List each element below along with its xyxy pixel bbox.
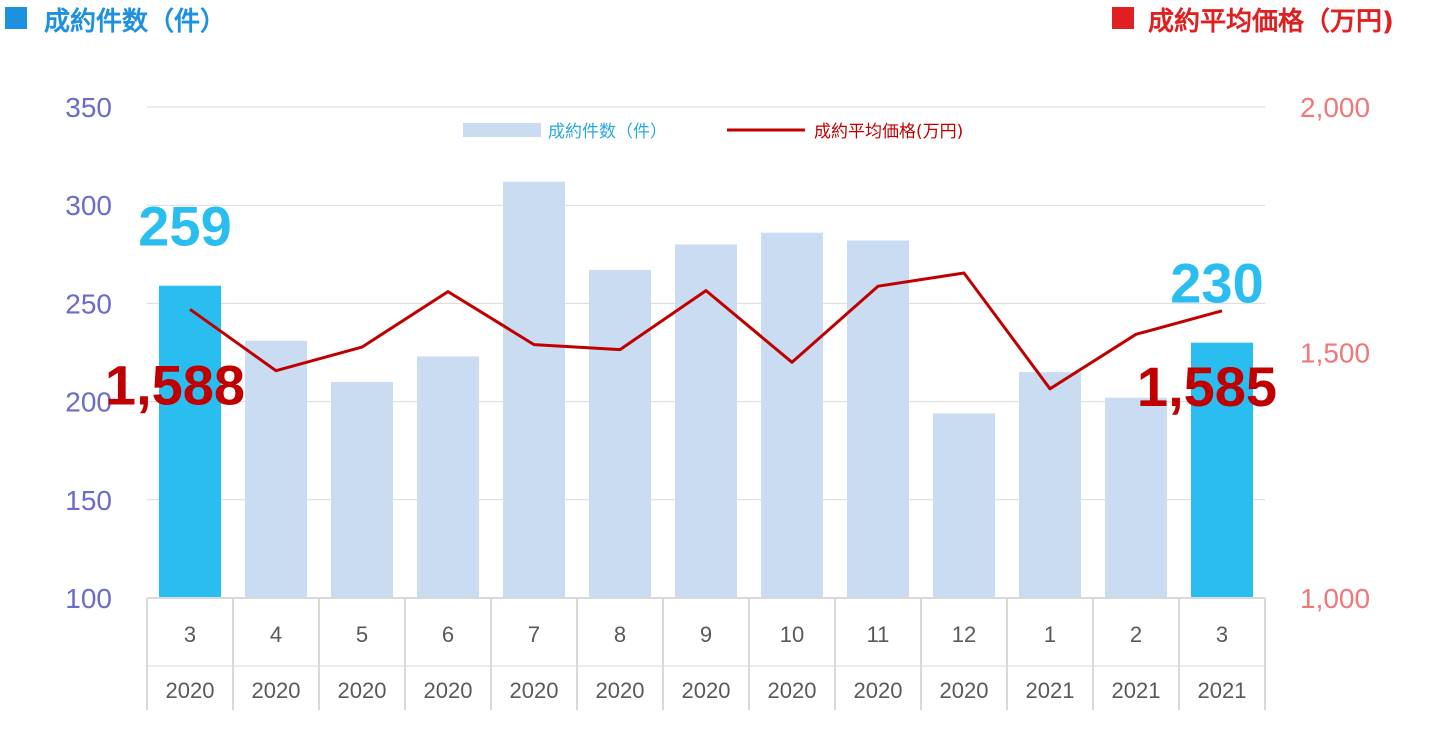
bar <box>589 270 651 598</box>
left-tick-label: 100 <box>65 583 112 614</box>
bar <box>675 244 737 599</box>
bar-series <box>159 181 1253 599</box>
right-tick-label: 1,500 <box>1300 338 1370 369</box>
count-data-label: 259 <box>138 195 231 258</box>
value-axes: 100 150 200 250 300 350 1,000 1,500 2,000 <box>65 92 1370 614</box>
bar <box>159 285 221 598</box>
year-tick-label: 2020 <box>596 678 645 703</box>
month-tick-label: 6 <box>442 622 454 647</box>
month-tick-label: 11 <box>867 622 890 647</box>
count-data-label: 230 <box>1170 252 1263 315</box>
right-title-marker-icon <box>1112 7 1134 29</box>
month-tick-label: 8 <box>614 622 626 647</box>
year-tick-label: 2020 <box>854 678 903 703</box>
right-tick-label: 1,000 <box>1300 583 1370 614</box>
year-tick-label: 2021 <box>1112 678 1161 703</box>
bar <box>1019 372 1081 598</box>
month-tick-label: 1 <box>1044 622 1056 647</box>
left-title-marker-icon <box>5 7 27 29</box>
year-tick-label: 2020 <box>510 678 559 703</box>
line-series <box>189 271 1223 391</box>
price-data-label: 1,585 <box>1137 355 1277 418</box>
legend-bar-swatch <box>463 123 541 137</box>
bar <box>1105 397 1167 598</box>
bar <box>245 340 307 598</box>
month-tick-label: 2 <box>1130 622 1142 647</box>
month-tick-label: 10 <box>780 622 804 647</box>
year-tick-label: 2020 <box>768 678 817 703</box>
bar <box>331 381 393 598</box>
month-tick-label: 4 <box>270 622 282 647</box>
month-tick-label: 7 <box>528 622 540 647</box>
bar <box>761 232 823 599</box>
left-tick-label: 200 <box>65 387 112 418</box>
bar <box>933 413 995 598</box>
month-tick-label: 3 <box>1216 622 1228 647</box>
year-tick-label: 2021 <box>1198 678 1247 703</box>
price-data-label: 1,588 <box>105 353 245 416</box>
year-tick-label: 2021 <box>1026 678 1075 703</box>
bar <box>1191 342 1253 598</box>
month-tick-label: 3 <box>184 622 196 647</box>
left-tick-label: 250 <box>65 288 112 319</box>
bar <box>417 356 479 598</box>
year-tick-label: 2020 <box>338 678 387 703</box>
month-tick-label: 5 <box>356 622 368 647</box>
legend-line-label: 成約平均価格(万円) <box>814 122 963 142</box>
month-tick-label: 12 <box>952 622 976 647</box>
category-axis: 3 2020 4 2020 5 2020 6 2020 7 2020 8 2020 9 2020 10 202… <box>146 597 1266 710</box>
year-tick-label: 2020 <box>166 678 215 703</box>
left-axis-title: 成約件数（件） <box>44 6 226 37</box>
year-tick-label: 2020 <box>252 678 301 703</box>
price-line <box>189 271 1223 391</box>
right-tick-label: 2,000 <box>1300 92 1370 123</box>
annotations: 259 1,588 230 1,585 <box>105 195 1277 418</box>
bar <box>503 181 565 598</box>
bar <box>847 240 909 598</box>
right-axis-title: 成約平均価格（万円) <box>1148 6 1394 37</box>
legend-bar-label: 成約件数（件） <box>548 122 667 142</box>
left-tick-label: 350 <box>65 92 112 123</box>
left-tick-label: 150 <box>65 485 112 516</box>
year-tick-label: 2020 <box>424 678 473 703</box>
year-tick-label: 2020 <box>940 678 989 703</box>
left-tick-label: 300 <box>65 190 112 221</box>
year-tick-label: 2020 <box>682 678 731 703</box>
month-tick-label: 9 <box>700 622 712 647</box>
